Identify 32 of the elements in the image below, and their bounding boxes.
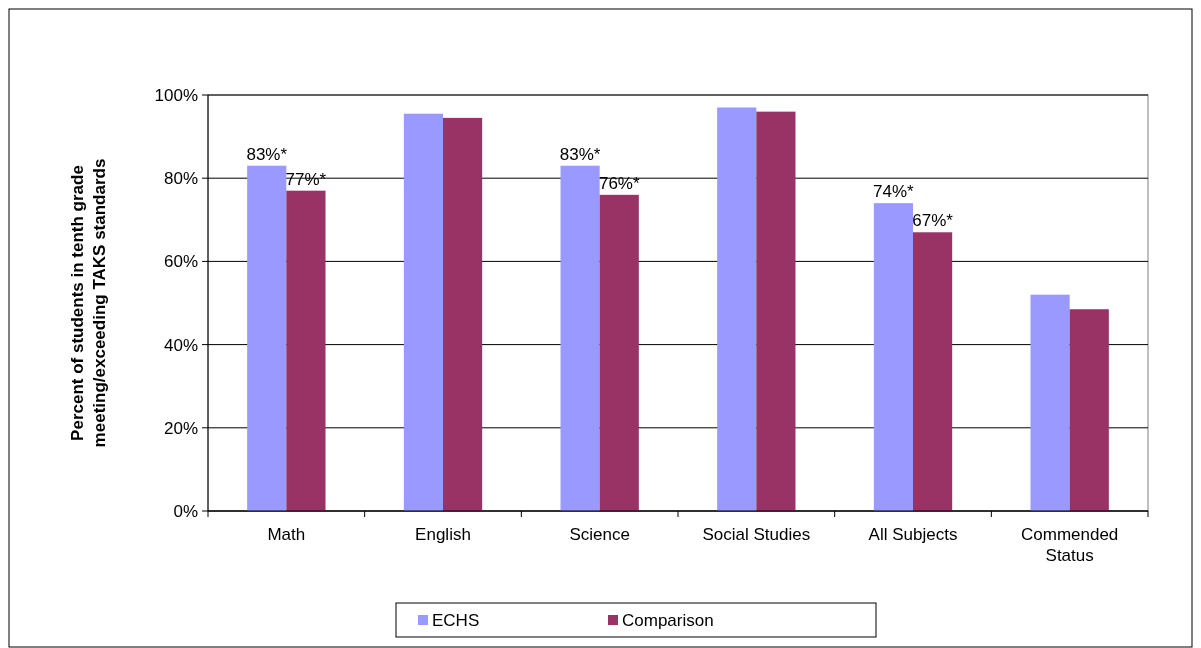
y-tick-label: 100%	[154, 85, 198, 105]
legend-label: ECHS	[432, 610, 480, 630]
x-tick-label: Science	[569, 525, 630, 544]
data-label: 83%*	[246, 144, 288, 164]
data-label: 76%*	[598, 173, 640, 193]
y-axis-title: Percent of students in tenth grade meeting/exceeding TAKS standards	[68, 158, 109, 448]
bar	[560, 165, 600, 511]
bar	[717, 107, 757, 511]
legend-label: Comparison	[622, 610, 714, 630]
bar	[873, 203, 913, 511]
bar	[1030, 294, 1070, 511]
x-tick-label: Commended Status	[1021, 525, 1119, 565]
bar	[1069, 309, 1109, 511]
data-label: 67%*	[912, 211, 954, 231]
data-label: 83%*	[559, 144, 601, 164]
x-tick-label: English	[415, 525, 471, 544]
bar	[913, 232, 953, 511]
y-tick-label: 20%	[163, 418, 198, 438]
x-tick-label: Math	[267, 525, 306, 544]
bar	[756, 111, 796, 511]
y-tick-label: 80%	[163, 169, 198, 189]
bar	[599, 194, 639, 511]
x-tick-label: All Subjects	[868, 525, 958, 544]
y-tick-label: 40%	[163, 335, 198, 355]
bar	[443, 117, 483, 511]
bar	[286, 190, 326, 511]
bar	[403, 113, 443, 511]
x-tick-label: Social Studies	[702, 525, 811, 544]
bar	[247, 165, 287, 511]
data-label: 74%*	[873, 182, 915, 202]
y-tick-label: 0%	[173, 501, 198, 521]
y-tick-label: 60%	[163, 252, 198, 272]
